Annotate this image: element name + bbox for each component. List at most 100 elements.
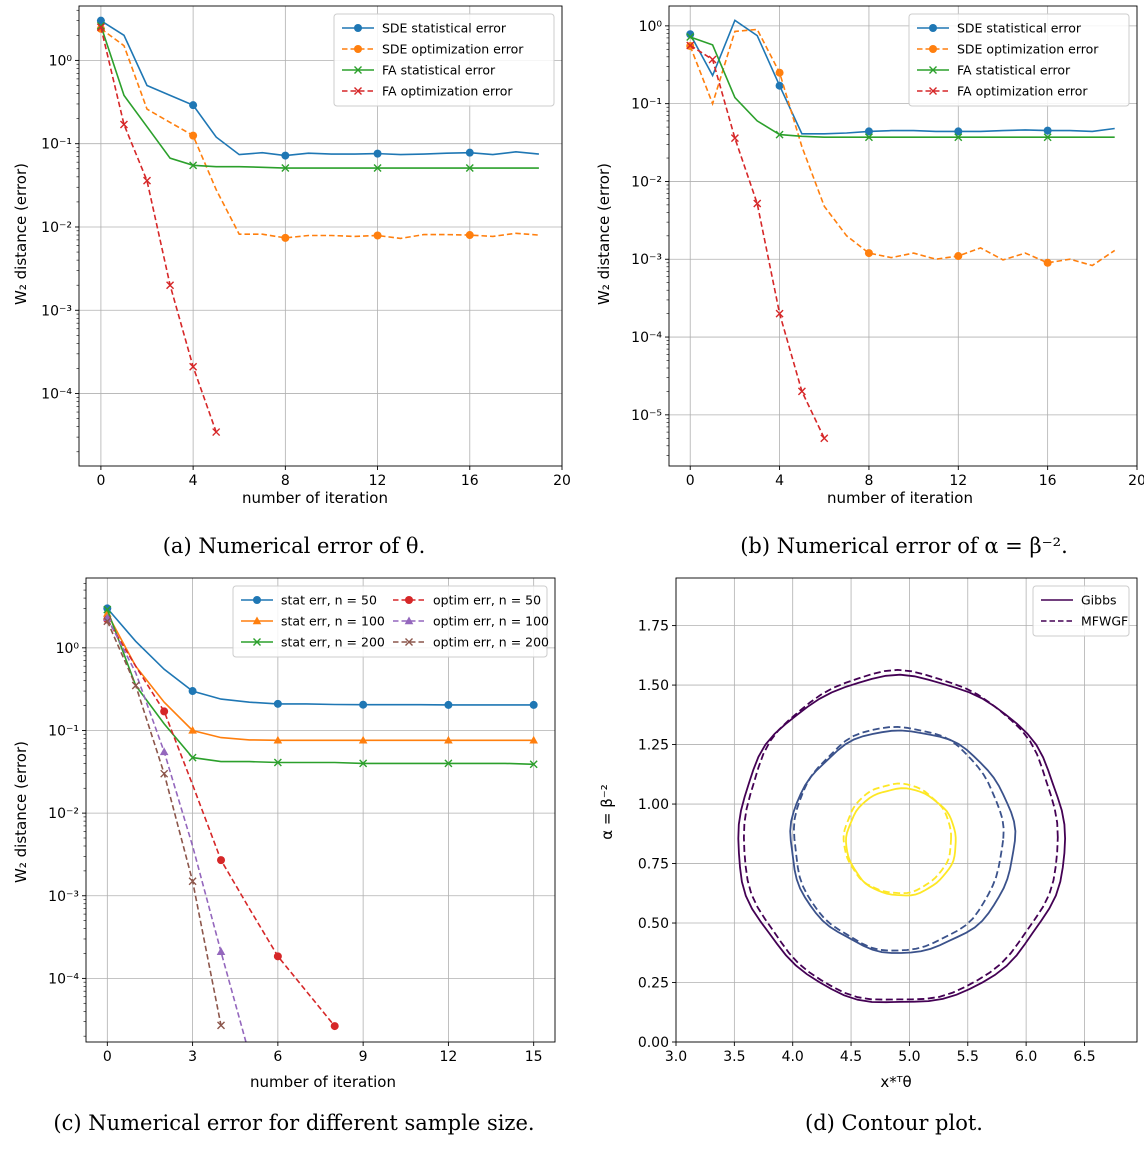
y-axis-label: W₂ distance (error) xyxy=(595,163,613,305)
axes-frame xyxy=(85,577,556,1043)
contour-mfwgf-middle xyxy=(792,725,1005,952)
plot-area xyxy=(737,668,1067,1004)
data-point xyxy=(188,687,197,696)
axes-frame xyxy=(78,5,563,467)
data-point xyxy=(189,161,198,170)
legend-label: optim err, n = 50 xyxy=(433,593,541,608)
x-axis-label: x*ᵀθ xyxy=(880,1073,911,1091)
series-4 xyxy=(686,41,829,443)
data-point xyxy=(131,681,140,690)
legend-marker xyxy=(354,45,362,53)
caption: (b) Numerical error of α = β⁻². xyxy=(740,534,1068,558)
y-tick-label: 10⁻⁴ xyxy=(631,330,662,346)
legend-marker xyxy=(929,45,937,53)
legend-marker xyxy=(929,66,937,74)
data-point xyxy=(775,309,784,318)
series-line xyxy=(106,607,534,706)
data-point xyxy=(103,617,112,626)
legend-entry: optim err, n = 200 xyxy=(393,635,549,650)
data-point xyxy=(954,127,963,136)
legend-marker xyxy=(253,596,261,604)
y-axis-label: W₂ distance (error) xyxy=(12,163,30,305)
data-point xyxy=(373,149,382,158)
data-point xyxy=(103,604,112,613)
x-tick-label: 3 xyxy=(188,1049,197,1065)
y-tick-label: 0.00 xyxy=(638,1035,669,1051)
legend-box xyxy=(333,13,555,107)
y-tick-label: 0.25 xyxy=(638,976,669,992)
legend-entry: FA statistical error xyxy=(917,63,1071,78)
y-tick-label: 1.50 xyxy=(638,678,669,694)
x-tick-label: 9 xyxy=(359,1049,368,1065)
legend-entry: optim err, n = 50 xyxy=(393,593,541,608)
x-tick-label: 16 xyxy=(1039,473,1057,489)
data-point xyxy=(1043,258,1052,267)
data-point xyxy=(686,41,695,50)
y-tick-label: 10⁻¹ xyxy=(631,97,662,113)
axes-frame xyxy=(668,5,1138,467)
legend-entry: FA optimization error xyxy=(342,84,513,99)
y-tick-label: 0.50 xyxy=(638,916,669,932)
y-tick-label: 0.75 xyxy=(638,857,669,873)
series-3 xyxy=(96,21,539,173)
series-line xyxy=(106,620,222,1026)
series-line xyxy=(106,617,247,1042)
series-1 xyxy=(686,19,1115,136)
series-line xyxy=(689,44,826,439)
legend-label: stat err, n = 100 xyxy=(281,614,385,629)
data-point xyxy=(273,758,282,767)
data-point xyxy=(96,16,105,25)
legend-label: SDE optimization error xyxy=(382,42,524,57)
caption: (d) Contour plot. xyxy=(805,1111,983,1135)
data-point xyxy=(166,281,175,290)
contour-gibbs-outer xyxy=(737,673,1067,1004)
data-point xyxy=(373,164,382,173)
contour-gibbs-middle xyxy=(789,729,1017,954)
series-5 xyxy=(103,613,247,1042)
data-point xyxy=(358,735,368,744)
legend-entry: SDE statistical error xyxy=(342,21,507,36)
data-point xyxy=(359,700,368,709)
data-point xyxy=(444,759,453,768)
x-tick-label: 5.0 xyxy=(898,1049,920,1065)
data-point xyxy=(444,735,453,744)
data-point xyxy=(188,725,197,734)
x-tick-label: 0 xyxy=(686,473,695,489)
legend-marker xyxy=(253,638,261,646)
data-point xyxy=(864,127,873,136)
series-1 xyxy=(96,16,539,160)
data-point xyxy=(189,131,198,140)
legend-box xyxy=(1032,585,1130,637)
x-tick-label: 20 xyxy=(553,473,571,489)
series-4 xyxy=(103,615,339,1031)
y-tick-label: 10⁻² xyxy=(631,174,662,190)
plot-area xyxy=(103,604,538,1042)
plot-area xyxy=(96,16,539,437)
data-point xyxy=(188,753,197,762)
legend-label: stat err, n = 200 xyxy=(281,635,385,650)
legend-entry: SDE statistical error xyxy=(917,21,1082,36)
y-tick-label: 10⁻³ xyxy=(48,889,79,905)
x-tick-label: 16 xyxy=(461,473,479,489)
data-point xyxy=(775,81,784,90)
data-point xyxy=(864,133,873,142)
x-axis-label: number of iteration xyxy=(250,1073,396,1091)
x-tick-label: 4 xyxy=(189,473,198,489)
y-tick-label: 10⁰ xyxy=(639,19,663,35)
y-tick-label: 10⁰ xyxy=(56,641,80,657)
x-tick-label: 3.5 xyxy=(723,1049,745,1065)
data-point xyxy=(753,199,762,208)
legend-entry: SDE optimization error xyxy=(342,42,524,57)
data-point xyxy=(730,134,739,143)
data-point xyxy=(273,735,283,744)
y-tick-label: 10⁻³ xyxy=(41,303,72,319)
data-point xyxy=(330,1022,339,1031)
x-tick-label: 6.5 xyxy=(1073,1049,1095,1065)
legend: SDE statistical error SDE optimization er… xyxy=(333,13,555,107)
data-point xyxy=(189,101,198,110)
legend-marker xyxy=(929,24,937,32)
series-4 xyxy=(96,23,221,437)
data-point xyxy=(160,769,169,778)
data-point xyxy=(273,952,282,961)
contour-gibbs-inner xyxy=(845,787,957,897)
